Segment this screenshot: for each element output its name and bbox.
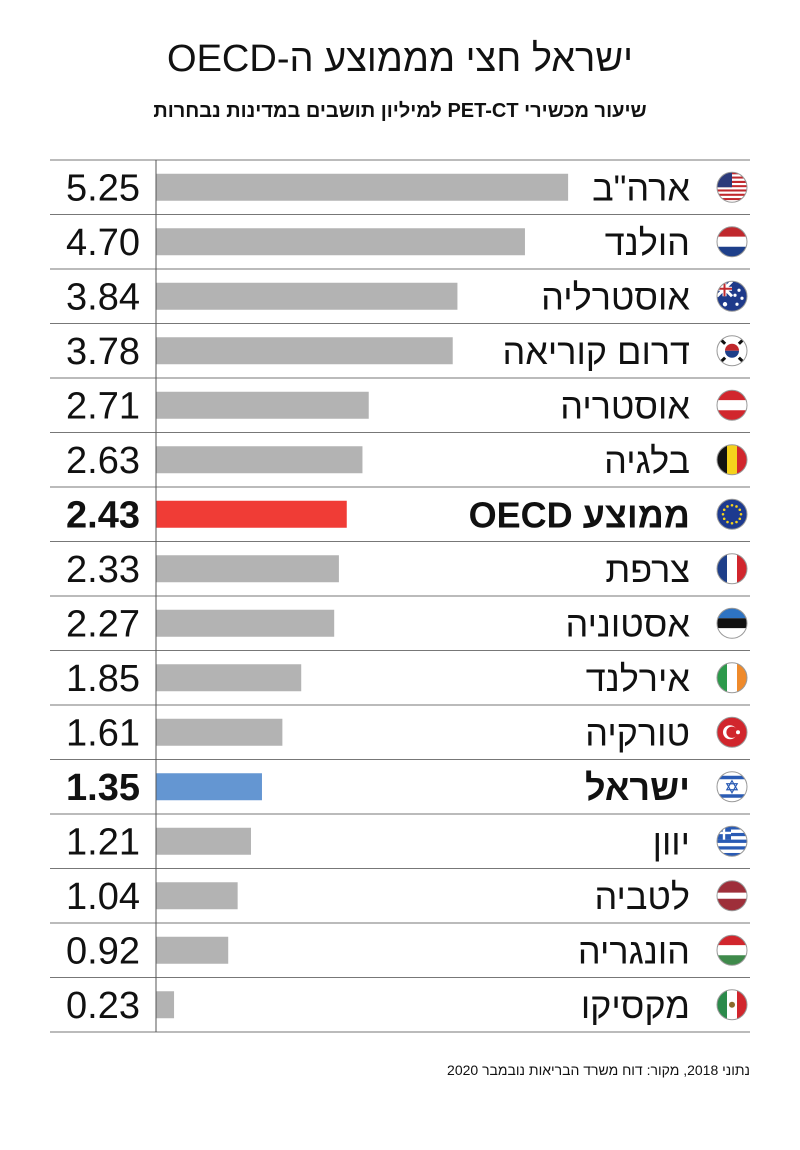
- bar: [156, 555, 339, 583]
- value-label: 1.04: [66, 876, 140, 918]
- value-label: 2.27: [66, 603, 140, 645]
- turkey-flag-icon: [716, 716, 748, 748]
- value-label: 1.85: [66, 658, 140, 700]
- australia-flag-icon: [716, 280, 748, 312]
- austria-flag-icon: [716, 389, 748, 421]
- category-label: ממוצע OECD: [469, 494, 690, 535]
- value-label: 1.35: [66, 767, 140, 809]
- hungary-flag-icon: [716, 934, 748, 966]
- category-label: הונגריה: [578, 930, 690, 971]
- value-label: 5.25: [66, 167, 140, 209]
- category-label: יוון: [653, 821, 690, 862]
- value-label: 2.33: [66, 549, 140, 591]
- bar: [156, 173, 569, 201]
- value-label: 0.92: [66, 930, 140, 972]
- value-label: 0.23: [66, 985, 140, 1027]
- bar: [156, 882, 238, 910]
- value-label: 3.84: [66, 276, 140, 318]
- greece-flag-icon: [716, 825, 748, 857]
- value-label: 4.70: [66, 222, 140, 264]
- category-label: אסטוניה: [565, 603, 690, 644]
- bar: [156, 446, 363, 474]
- category-label: אירלנד: [586, 658, 691, 699]
- value-label: 3.78: [66, 331, 140, 373]
- bar: [156, 337, 453, 365]
- bar: [156, 500, 347, 528]
- bar: [156, 664, 302, 692]
- france-flag-icon: [716, 553, 748, 585]
- latvia-flag-icon: [716, 880, 748, 912]
- netherlands-flag-icon: [716, 226, 748, 258]
- chart-title: ישראל חצי מממוצע ה-OECD: [167, 38, 633, 80]
- bar: [156, 609, 335, 637]
- value-label: 2.71: [66, 385, 140, 427]
- bar: [156, 718, 283, 746]
- category-label: טורקיה: [585, 712, 690, 753]
- bar: [156, 228, 525, 256]
- value-label: 1.21: [66, 821, 140, 863]
- south-korea-flag-icon: [716, 335, 748, 367]
- category-label: דרום קוריאה: [502, 331, 690, 372]
- bar: [156, 827, 251, 855]
- category-label: אוסטריה: [560, 385, 690, 426]
- eu-flag-icon: [716, 498, 748, 530]
- value-label: 2.43: [66, 494, 140, 536]
- chart-subtitle: שיעור מכשירי PET-CT למיליון תושבים במדינ…: [153, 100, 647, 122]
- estonia-flag-icon: [716, 607, 748, 639]
- category-label: לטביה: [594, 876, 690, 917]
- bar: [156, 391, 369, 419]
- category-label: בלגיה: [604, 440, 690, 481]
- belgium-flag-icon: [716, 444, 748, 476]
- category-label: הולנד: [605, 222, 690, 263]
- israel-flag-icon: [716, 771, 748, 803]
- value-label: 2.63: [66, 440, 140, 482]
- source-note: נתוני 2018, מקור: דוח משרד הבריאות נובמב…: [447, 1062, 750, 1078]
- mexico-flag-icon: [716, 989, 748, 1021]
- us-flag-icon: [716, 171, 748, 203]
- value-label: 1.61: [66, 712, 140, 754]
- category-label: צרפת: [605, 549, 690, 590]
- bar: [156, 773, 262, 801]
- ireland-flag-icon: [716, 662, 748, 694]
- category-label: ארה"ב: [592, 167, 690, 208]
- bar: [156, 991, 175, 1019]
- category-label: אוסטרליה: [541, 276, 690, 317]
- bar: [156, 282, 458, 310]
- bar: [156, 936, 229, 964]
- category-label: מקסיקו: [581, 985, 690, 1026]
- category-label: ישראל: [585, 767, 690, 808]
